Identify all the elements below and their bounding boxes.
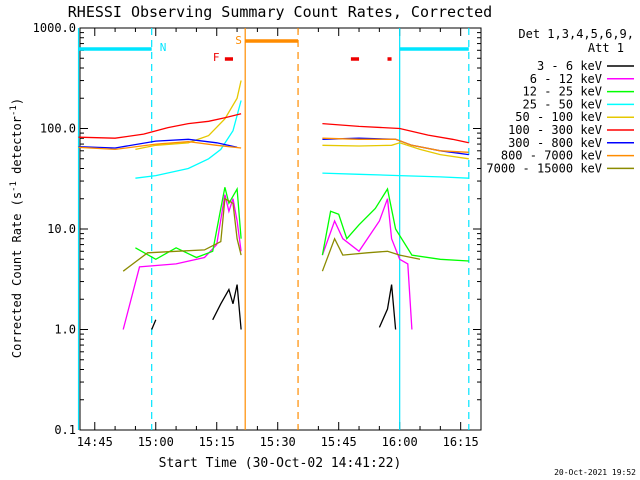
series-line [135, 80, 469, 160]
legend-header-line-1: Det 1,3,4,5,6,9, [518, 27, 634, 41]
series-line [78, 113, 469, 144]
y-axis-label-sup2: -1 [9, 105, 19, 116]
x-tick-label: 16:00 [382, 435, 418, 449]
y-axis-label-main: Corrected Count Rate (s [10, 192, 24, 358]
series-layer [78, 80, 469, 330]
series-line [123, 199, 469, 272]
x-tick-label: 15:30 [260, 435, 296, 449]
plot-frame [79, 27, 482, 431]
legend-label: 12 - 25 keV [523, 85, 602, 99]
plot-area [79, 27, 482, 431]
y-axis-label-end: ) [10, 98, 24, 105]
series-line [78, 137, 469, 153]
series-line [151, 284, 397, 330]
y-tick-label: 1.0 [54, 323, 76, 337]
series-line [123, 195, 461, 330]
x-axis: 14:45 15:00 15:15 15:30 15:45 16:00 16:15 [77, 28, 482, 449]
y-axis: 0.1 1.0 10.0 100.0 1000.0 [33, 21, 481, 437]
legend-header-line-2: Att 1 [588, 41, 624, 55]
x-tick-label: 15:00 [138, 435, 174, 449]
legend-label: 800 - 7000 keV [501, 149, 602, 163]
chart-title: RHESSI Observing Summary Count Rates, Co… [68, 3, 492, 21]
legend-label: 50 - 100 keV [515, 110, 602, 124]
legend-label: 3 - 6 keV [537, 59, 602, 73]
y-tick-label: 100.0 [40, 122, 76, 136]
y-axis-label: Corrected Count Rate (s-1 detector-1) [9, 98, 24, 358]
y-tick-label: 1000.0 [33, 21, 76, 35]
y-tick-label: 10.0 [47, 222, 76, 236]
x-axis-label: Start Time (30-Oct-02 14:41:22) [159, 456, 402, 471]
legend-label: 7000 - 15000 keV [486, 161, 602, 175]
x-tick-label: 15:15 [199, 435, 235, 449]
x-tick-label: 15:45 [321, 435, 357, 449]
flag-label-n: N [160, 41, 167, 54]
x-tick-label: 14:45 [77, 435, 113, 449]
legend-label: 300 - 800 keV [508, 136, 602, 150]
time-markers [77, 28, 470, 430]
flag-bars: N F S [78, 34, 469, 64]
legend-label: 25 - 50 keV [523, 97, 602, 111]
flag-label-s: S [235, 34, 242, 47]
y-tick-label: 0.1 [54, 423, 76, 437]
footer-timestamp: 20-Oct-2021 19:52 [554, 468, 636, 477]
x-tick-label: 16:15 [443, 435, 479, 449]
series-line [135, 186, 469, 262]
flag-label-f: F [213, 51, 220, 64]
y-axis-label-mid: detector [10, 116, 24, 181]
legend-label: 6 - 12 keV [530, 72, 602, 86]
series-line [135, 100, 469, 179]
legend-label: 100 - 300 keV [508, 123, 602, 137]
y-axis-label-sup1: -1 [9, 181, 19, 192]
